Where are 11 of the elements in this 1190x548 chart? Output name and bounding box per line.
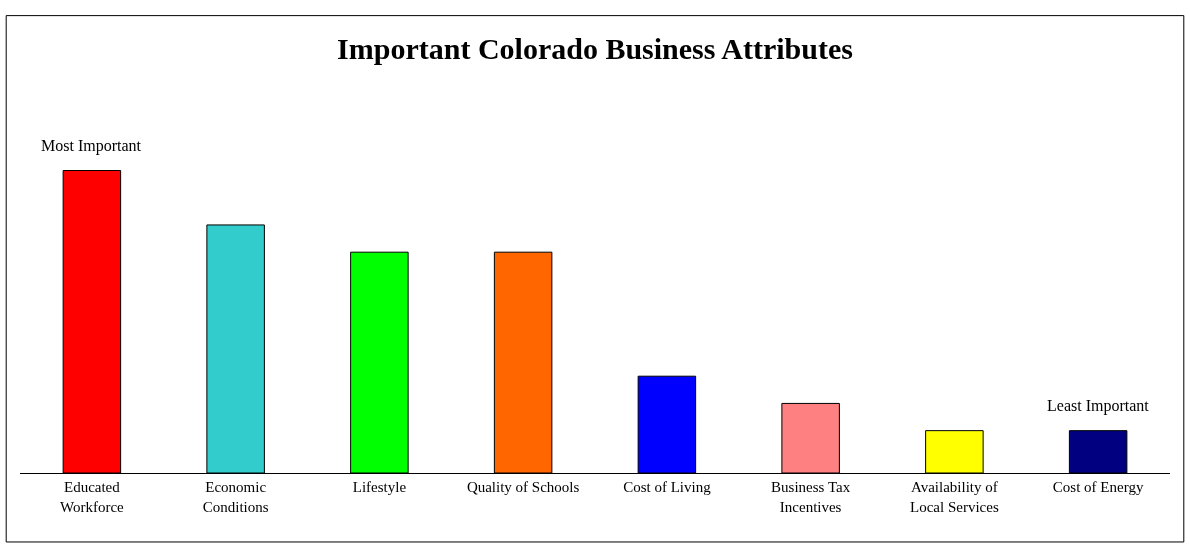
x-tick-label: Lifestyle: [352, 479, 407, 495]
annotation: Least Important: [1047, 397, 1150, 415]
x-tick-label: Quality of Schools: [466, 479, 580, 495]
x-tick-label: Educated Workforce: [60, 479, 125, 515]
x-tick-label: Economic Conditions: [202, 479, 269, 515]
x-tick-label: Business Tax Incentives: [771, 479, 851, 515]
text: Most Important: [41, 137, 142, 155]
chart-title: Important Colorado Business Attributes: [337, 32, 853, 66]
x-tick-label: Cost of Energy: [1052, 479, 1144, 495]
x-tick-label: Cost of Living: [623, 479, 712, 495]
x-tick-label: Availability of Local Services: [910, 479, 999, 515]
